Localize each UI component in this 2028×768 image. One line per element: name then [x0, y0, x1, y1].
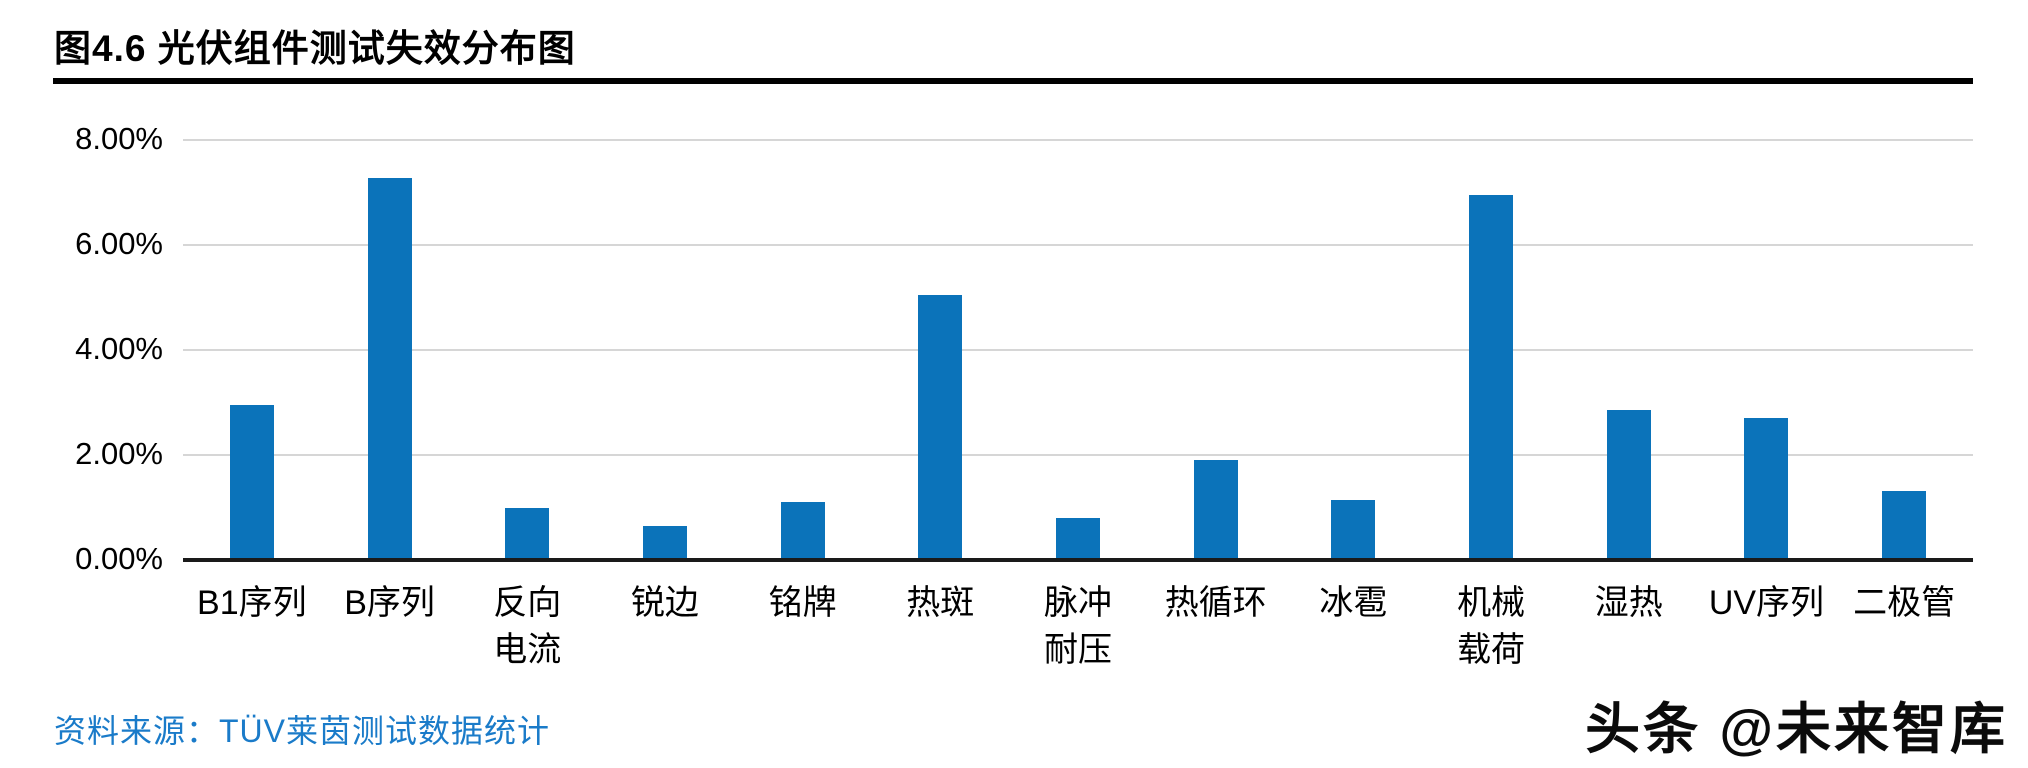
bar-2 [505, 507, 550, 560]
plot-area [183, 139, 1973, 562]
y-tick-label: 2.00% [75, 436, 163, 471]
bar-6 [1056, 518, 1100, 560]
bar-5 [918, 294, 963, 560]
x-tick-label: UV序列 [1708, 584, 1825, 622]
gridline [183, 349, 1973, 351]
gridline [183, 454, 1973, 456]
title-divider [53, 78, 1973, 84]
x-axis-line [183, 558, 1973, 562]
bar-0 [229, 405, 274, 560]
x-tick-label: 锐边 [630, 584, 699, 622]
source-note: 资料来源：TÜV莱茵测试数据统计 [54, 713, 551, 749]
x-tick-label: 脉冲 耐压 [1043, 584, 1112, 669]
x-tick-label: 反向 电流 [493, 584, 562, 669]
bar-4 [780, 502, 825, 560]
bar-8 [1331, 499, 1376, 560]
y-tick-label: 6.00% [75, 226, 163, 261]
x-tick-label: 湿热 [1594, 584, 1663, 622]
x-tick-label: B1序列 [197, 584, 307, 622]
bar-10 [1606, 410, 1651, 560]
bar-7 [1193, 460, 1238, 560]
y-tick-label: 0.00% [75, 541, 163, 576]
gridline [183, 244, 1973, 246]
bar-12 [1882, 490, 1927, 560]
bar-11 [1744, 418, 1789, 560]
x-tick-label: 机械 载荷 [1457, 584, 1526, 669]
bar-9 [1469, 195, 1514, 560]
bar-1 [367, 177, 412, 560]
bar-3 [642, 525, 687, 560]
y-tick-label: 8.00% [75, 121, 163, 156]
y-tick-label: 4.00% [75, 331, 163, 366]
x-tick-label: 冰雹 [1319, 584, 1388, 622]
watermark: 头条 @未来智库 [1585, 698, 2008, 760]
x-tick-label: 热斑 [906, 584, 975, 622]
x-axis-labels: B1序列 B序列 反向 电流 锐边 铭牌 热斑 脉冲 耐压 热循环 冰雹 机械 载荷 湿热 UV序列二… [183, 580, 1973, 710]
gridline [183, 139, 1973, 141]
x-tick-label: B序列 [344, 584, 435, 622]
page-title: 图4.6 光伏组件测试失效分布图 [54, 28, 576, 69]
x-tick-label: 铭牌 [768, 584, 837, 622]
x-tick-label: 热循环 [1164, 584, 1267, 622]
x-tick-label: 二极管 [1853, 584, 1956, 622]
